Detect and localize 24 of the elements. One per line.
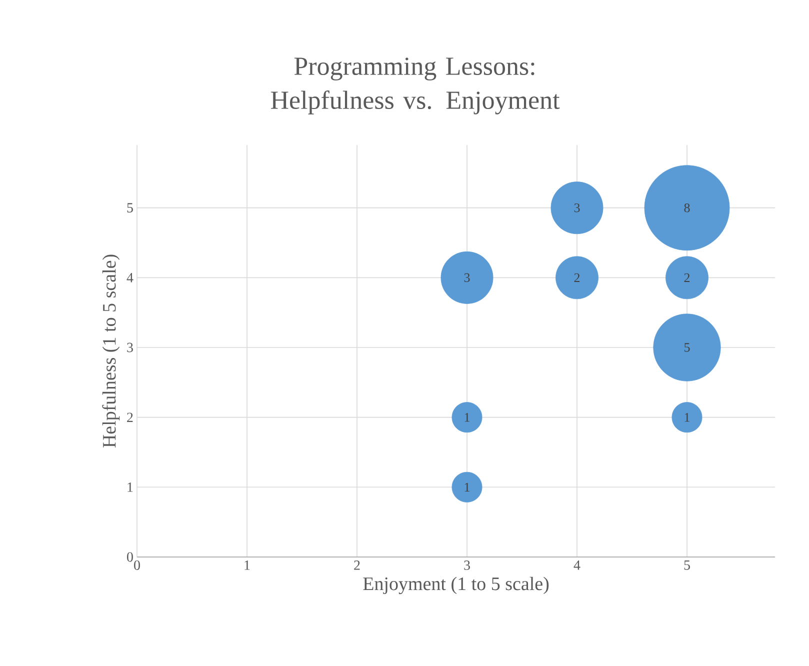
y-tick-label: 1 — [128, 482, 133, 492]
annotation: 1 — [464, 413, 470, 422]
y-axis-title: Helpfulness (1 to 5 scale) — [102, 254, 120, 448]
x-tick-label: 0 — [134, 560, 140, 570]
x-tick-label: 3 — [464, 560, 470, 570]
x-tick-label: 5 — [684, 560, 690, 570]
annotation: 3 — [464, 273, 470, 282]
y-tick-label: 5 — [127, 203, 133, 212]
y-tick-label: 0 — [127, 552, 133, 562]
annotation: 3 — [574, 203, 580, 212]
x-tick-label: 2 — [354, 560, 360, 570]
y-tick-label: 3 — [127, 342, 133, 352]
chart-title: Programming Lessons: Helpfulness vs. Enjoyment — [270, 58, 560, 114]
y-tick-label: 4 — [126, 273, 134, 282]
annotation: 2 — [684, 273, 690, 282]
annotation: 2 — [574, 273, 580, 282]
annotation: 8 — [684, 203, 690, 212]
x-tick-label: 4 — [574, 560, 580, 570]
y-tick-label: 2 — [127, 412, 133, 422]
x-tick-label: 1 — [244, 560, 250, 570]
annotation: 5 — [684, 343, 690, 352]
annotation: 1 — [464, 482, 470, 492]
x-axis-title: Enjoyment (1 to 5 scale) — [363, 576, 549, 594]
annotation: 1 — [684, 413, 690, 422]
